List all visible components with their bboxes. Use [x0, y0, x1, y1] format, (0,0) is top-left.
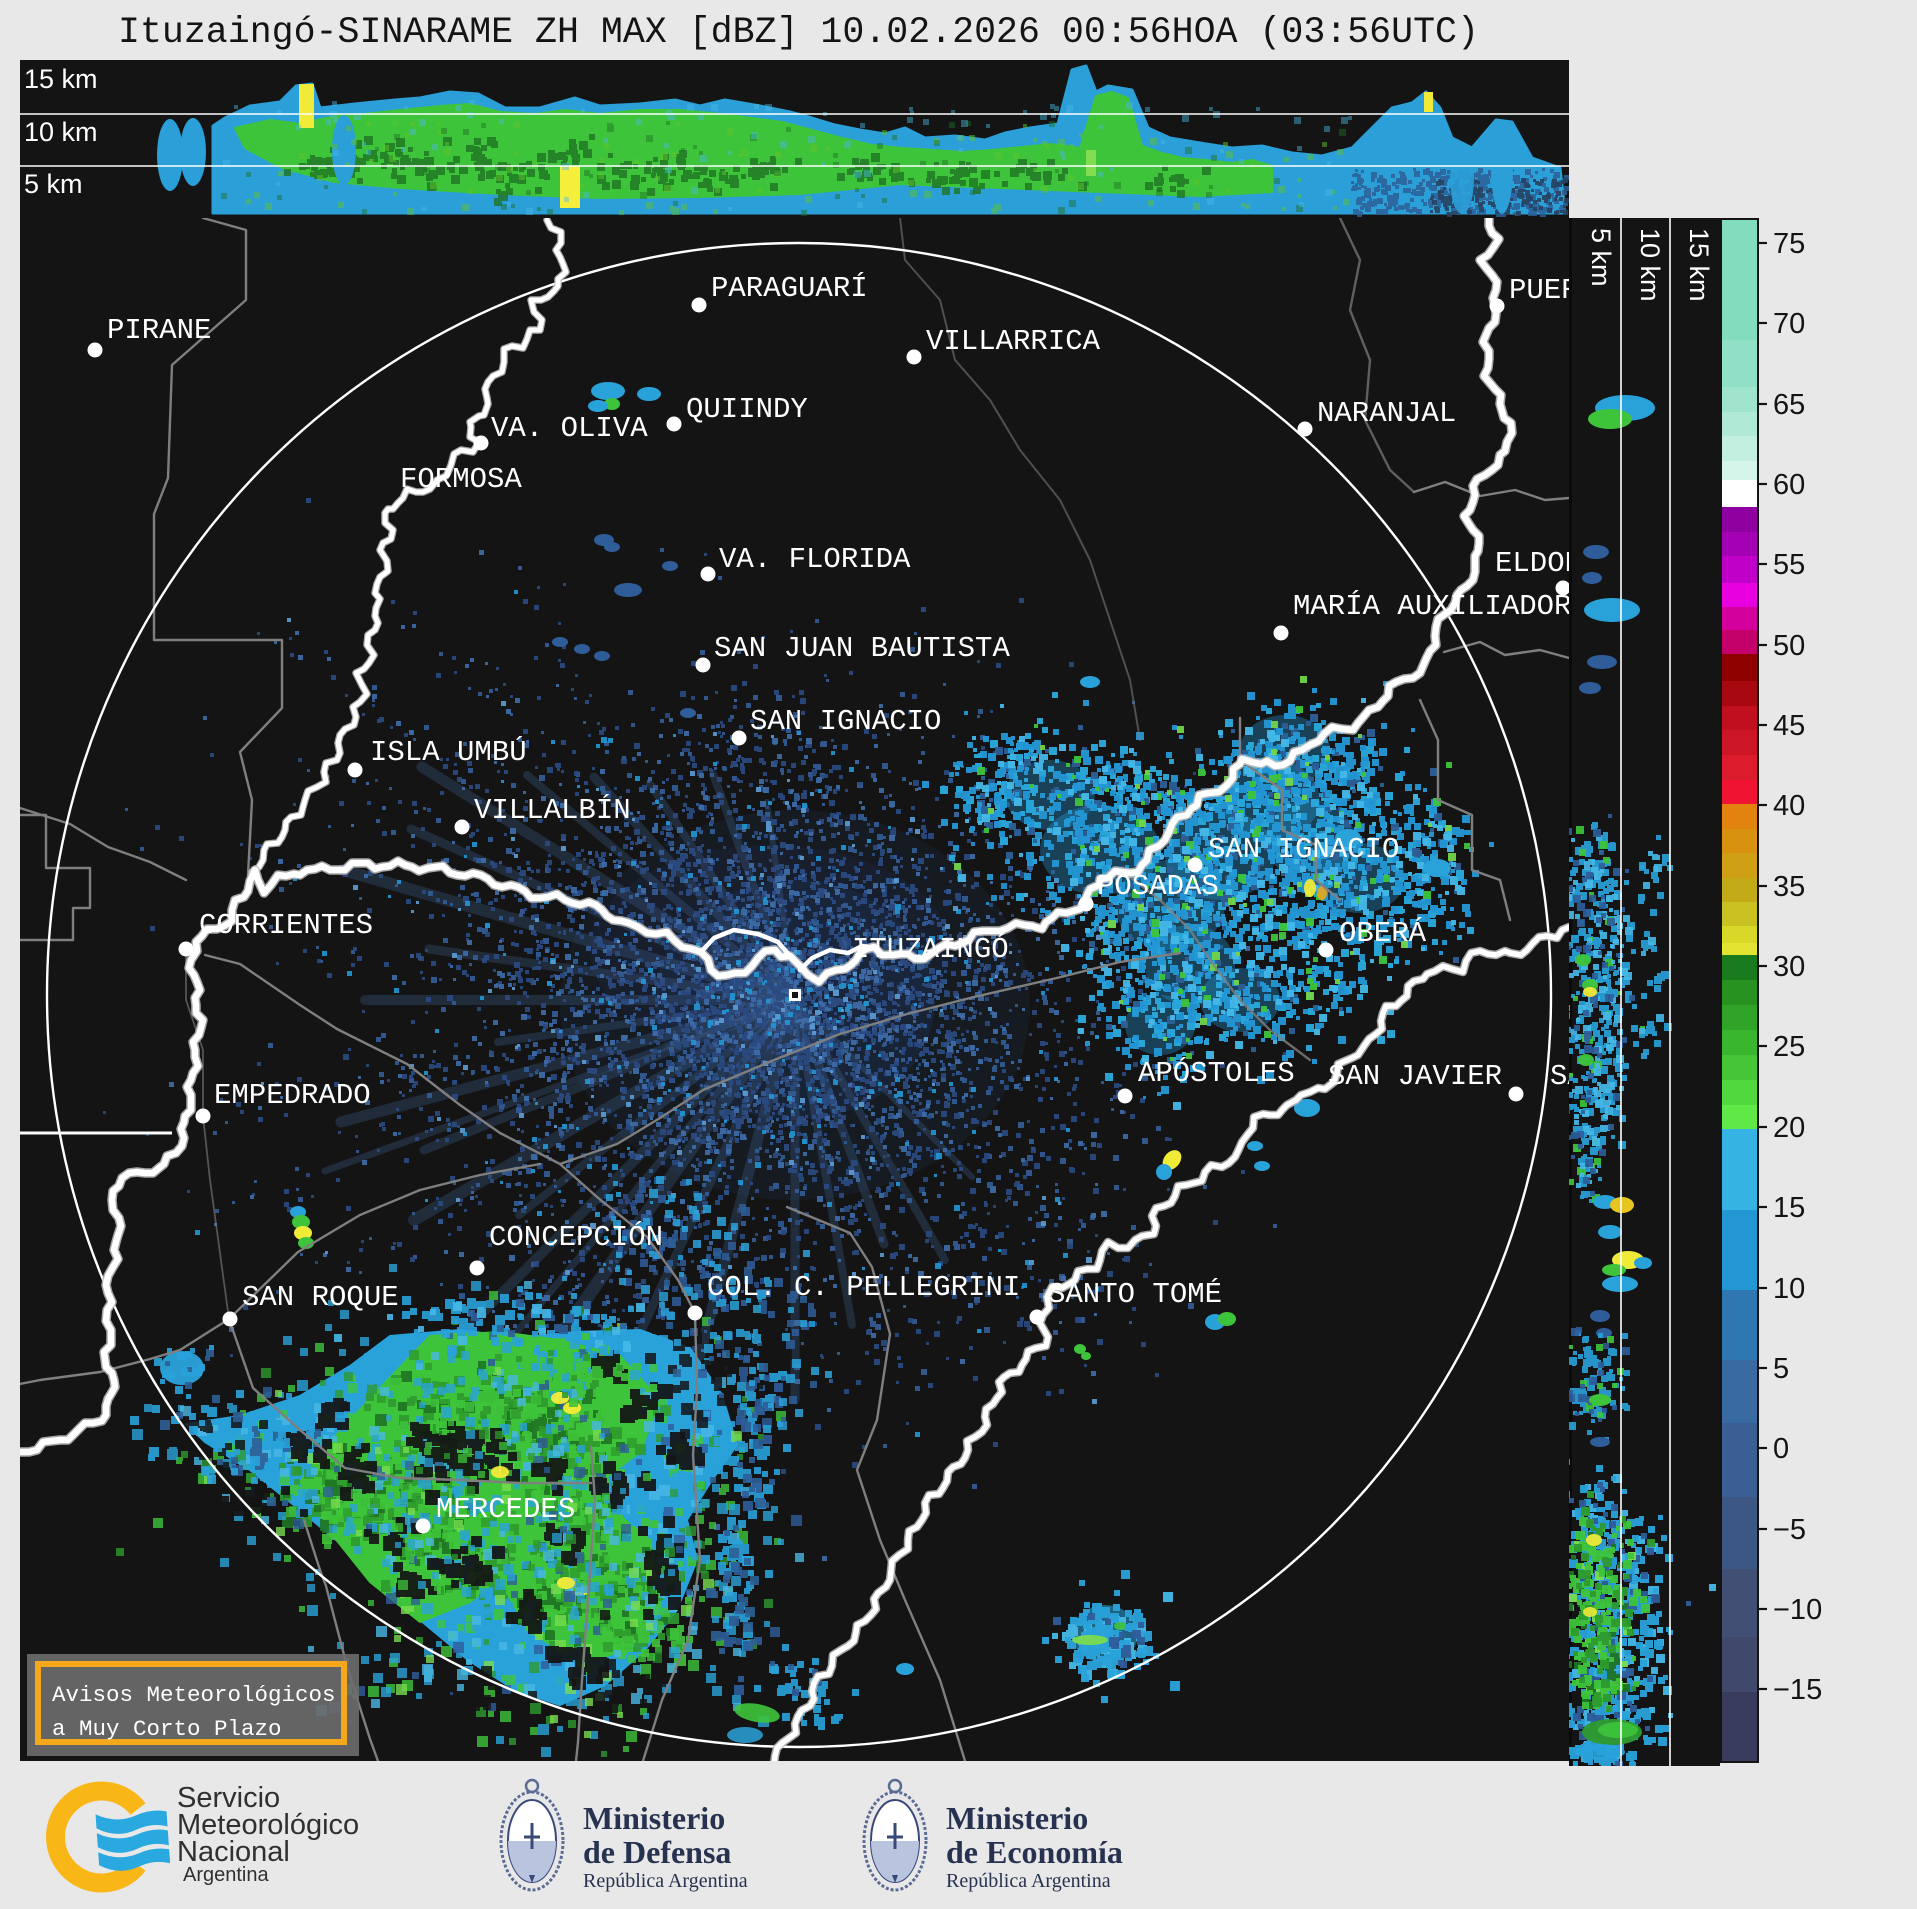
svg-text:Meteorológico: Meteorológico — [177, 1809, 359, 1841]
svg-text:30: 30 — [1773, 951, 1805, 983]
svg-text:COL. C. PELLEGRINI: COL. C. PELLEGRINI — [707, 1271, 1020, 1304]
svg-text:5 km: 5 km — [24, 169, 83, 199]
svg-text:CONCEPCIÓN: CONCEPCIÓN — [489, 1220, 663, 1254]
svg-text:20: 20 — [1773, 1112, 1805, 1144]
svg-text:0: 0 — [1773, 1433, 1789, 1465]
svg-text:−5: −5 — [1773, 1514, 1806, 1546]
svg-text:MARÍA AUXILIADORA: MARÍA AUXILIADORA — [1293, 589, 1569, 623]
svg-text:SAN IGNACIO: SAN IGNACIO — [1208, 833, 1399, 866]
svg-text:SANTO TOMÉ: SANTO TOMÉ — [1048, 1277, 1222, 1311]
svg-text:60: 60 — [1773, 469, 1805, 501]
svg-text:PARAGUARÍ: PARAGUARÍ — [711, 271, 868, 305]
svg-text:APÓSTOLES: APÓSTOLES — [1138, 1056, 1295, 1090]
svg-text:35: 35 — [1773, 871, 1805, 903]
svg-text:75: 75 — [1773, 228, 1805, 260]
svg-text:Servicio: Servicio — [177, 1782, 280, 1814]
svg-text:CORRIENTES: CORRIENTES — [199, 909, 373, 942]
svg-text:Nacional: Nacional — [177, 1836, 290, 1868]
svg-text:40: 40 — [1773, 790, 1805, 822]
svg-text:SAN JUAN BAUTISTA: SAN JUAN BAUTISTA — [714, 632, 1010, 665]
svg-text:SAN IGNACIO: SAN IGNACIO — [750, 705, 941, 738]
svg-text:Ministerio: Ministerio — [583, 1800, 725, 1836]
svg-text:MERCEDES: MERCEDES — [436, 1493, 575, 1526]
svg-text:OBERÁ: OBERÁ — [1339, 916, 1427, 950]
svg-text:15 km: 15 km — [24, 64, 98, 94]
svg-text:55: 55 — [1773, 549, 1805, 581]
svg-text:15: 15 — [1773, 1192, 1805, 1224]
svg-text:SAN: SAN — [1550, 1060, 1569, 1093]
svg-text:65: 65 — [1773, 389, 1805, 421]
svg-text:−15: −15 — [1773, 1674, 1822, 1706]
svg-text:PUERTO: PUERTO — [1509, 274, 1569, 307]
svg-text:NARANJAL: NARANJAL — [1317, 397, 1456, 430]
svg-text:ISLA UMBÚ: ISLA UMBÚ — [370, 735, 527, 769]
svg-text:SAN JAVIER: SAN JAVIER — [1328, 1060, 1502, 1093]
svg-text:Ministerio: Ministerio — [946, 1800, 1088, 1836]
svg-text:10: 10 — [1773, 1273, 1805, 1305]
svg-text:−10: −10 — [1773, 1594, 1822, 1626]
svg-text:QUIINDY: QUIINDY — [686, 393, 808, 426]
svg-text:5: 5 — [1773, 1353, 1789, 1385]
svg-text:VILLALBÍN: VILLALBÍN — [474, 793, 631, 827]
svg-text:de Economía: de Economía — [946, 1834, 1123, 1870]
svg-text:ITUZAINGÓ: ITUZAINGÓ — [852, 932, 1009, 966]
svg-text:Avisos Meteorológicos: Avisos Meteorológicos — [52, 1682, 336, 1708]
svg-text:25: 25 — [1773, 1031, 1805, 1063]
svg-text:15 km: 15 km — [1684, 228, 1714, 302]
svg-text:a Muy Corto Plazo: a Muy Corto Plazo — [52, 1716, 282, 1742]
svg-text:70: 70 — [1773, 308, 1805, 340]
svg-text:50: 50 — [1773, 630, 1805, 662]
svg-text:FORMOSA: FORMOSA — [400, 463, 522, 496]
svg-text:EMPEDRADO: EMPEDRADO — [214, 1079, 371, 1112]
svg-text:Argentina: Argentina — [183, 1864, 269, 1886]
svg-text:POSADAS: POSADAS — [1097, 870, 1219, 903]
svg-text:República Argentina: República Argentina — [583, 1870, 748, 1892]
svg-text:VA. FLORIDA: VA. FLORIDA — [719, 543, 911, 576]
svg-text:ELDORADO: ELDORADO — [1495, 547, 1569, 580]
svg-text:SAN ROQUE: SAN ROQUE — [242, 1281, 399, 1314]
svg-text:10 km: 10 km — [24, 117, 98, 147]
svg-text:VA. OLIVA: VA. OLIVA — [491, 412, 648, 445]
svg-text:10 km: 10 km — [1635, 228, 1665, 302]
svg-text:VILLARRICA: VILLARRICA — [926, 325, 1101, 358]
svg-text:de Defensa: de Defensa — [583, 1834, 731, 1870]
svg-text:5 km: 5 km — [1586, 228, 1616, 287]
svg-text:PIRANE: PIRANE — [107, 314, 211, 347]
svg-text:45: 45 — [1773, 710, 1805, 742]
svg-text:República Argentina: República Argentina — [946, 1870, 1111, 1892]
